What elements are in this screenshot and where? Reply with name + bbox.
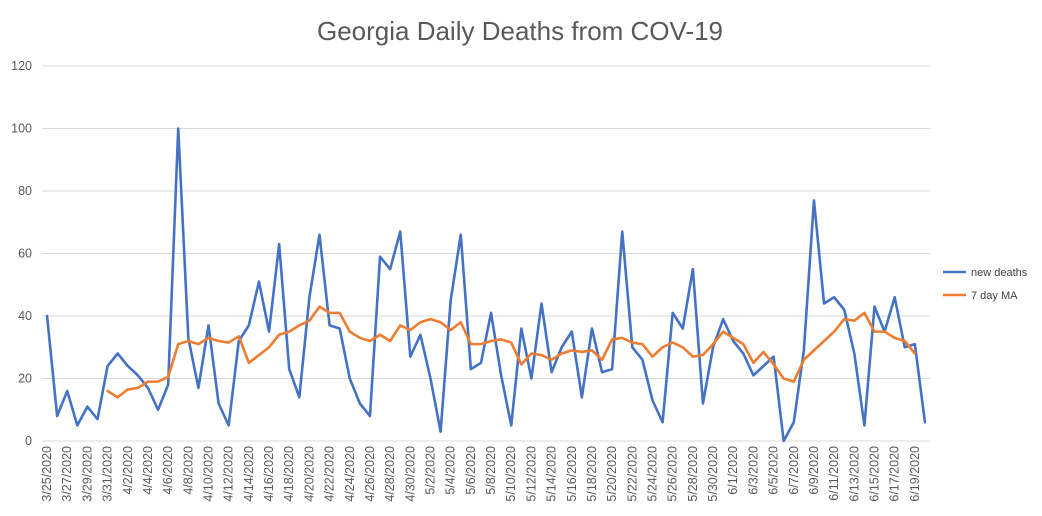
- x-tick-label: 5/10/2020: [504, 446, 518, 502]
- x-tick-label: 5/18/2020: [585, 446, 599, 502]
- x-tick-label: 5/30/2020: [706, 446, 720, 502]
- x-tick-label: 5/8/2020: [484, 446, 498, 495]
- x-tick-label: 4/20/2020: [302, 446, 316, 502]
- x-tick-label: 5/20/2020: [605, 446, 619, 502]
- x-tick-label: 4/2/2020: [121, 446, 135, 495]
- x-tick-label: 5/12/2020: [524, 446, 538, 502]
- x-tick-label: 5/24/2020: [646, 446, 660, 502]
- x-tick-label: 4/4/2020: [141, 446, 155, 495]
- x-tick-label: 4/22/2020: [323, 446, 337, 502]
- x-tick-label: 4/26/2020: [363, 446, 377, 502]
- x-tick-label: 4/8/2020: [181, 446, 195, 495]
- x-tick-label: 4/30/2020: [403, 446, 417, 502]
- x-tick-label: 5/22/2020: [625, 446, 639, 502]
- series-line-new-deaths: [45, 127, 927, 443]
- y-tick-label: 60: [18, 247, 32, 261]
- x-tick-label: 3/31/2020: [101, 446, 115, 502]
- grid-lines: [42, 65, 930, 442]
- x-tick-label: 6/11/2020: [827, 446, 841, 501]
- x-tick-label: 5/4/2020: [444, 446, 458, 495]
- x-tick-label: 5/28/2020: [686, 446, 700, 502]
- x-tick-label: 4/18/2020: [282, 446, 296, 502]
- x-tick-label: 6/7/2020: [787, 446, 801, 495]
- x-tick-label: 6/3/2020: [746, 446, 760, 495]
- x-tick-label: 3/29/2020: [80, 446, 94, 502]
- x-tick-label: 4/6/2020: [161, 446, 175, 495]
- y-tick-label: 100: [11, 122, 32, 136]
- x-tick-label: 5/14/2020: [545, 446, 559, 502]
- x-tick-label: 4/28/2020: [383, 446, 397, 502]
- legend-label-7-day-ma: 7 day MA: [971, 290, 1018, 302]
- x-tick-label: 6/9/2020: [807, 446, 821, 495]
- legend-label-new-deaths: new deaths: [971, 267, 1028, 279]
- x-tick-label: 5/16/2020: [565, 446, 579, 502]
- x-tick-label: 4/24/2020: [343, 446, 357, 502]
- y-tick-label: 80: [18, 184, 32, 198]
- chart-title: Georgia Daily Deaths from COV-19: [317, 16, 723, 46]
- x-tick-label: 5/6/2020: [464, 446, 478, 495]
- y-tick-label: 0: [25, 434, 32, 448]
- x-tick-label: 4/16/2020: [262, 446, 276, 502]
- legend: new deaths 7 day MA: [943, 267, 1028, 302]
- x-tick-label: 3/27/2020: [60, 446, 74, 502]
- x-tick-label: 6/5/2020: [767, 446, 781, 495]
- x-axis-tick-labels: 3/25/2020 3/27/2020 3/29/2020 3/31/2020 4/2/…: [40, 446, 922, 502]
- x-tick-label: 4/14/2020: [242, 446, 256, 502]
- y-tick-label: 20: [18, 372, 32, 386]
- x-tick-label: 4/10/2020: [202, 446, 216, 502]
- x-tick-label: 6/15/2020: [868, 446, 882, 502]
- x-tick-label: 4/12/2020: [222, 446, 236, 502]
- x-tick-label: 6/17/2020: [888, 446, 902, 502]
- series-lines: [45, 127, 927, 443]
- x-tick-label: 6/19/2020: [908, 446, 922, 502]
- x-tick-label: 6/13/2020: [847, 446, 861, 502]
- y-tick-label: 120: [11, 59, 32, 73]
- series-line-7-day-ma: [106, 305, 917, 399]
- y-tick-label: 40: [18, 309, 32, 323]
- x-tick-label: 5/26/2020: [666, 446, 680, 502]
- y-axis-tick-labels: 0 20 40 60 80 100 120: [11, 59, 32, 448]
- x-tick-label: 5/2/2020: [424, 446, 438, 495]
- x-tick-label: 6/1/2020: [726, 446, 740, 495]
- x-tick-label: 3/25/2020: [40, 446, 54, 502]
